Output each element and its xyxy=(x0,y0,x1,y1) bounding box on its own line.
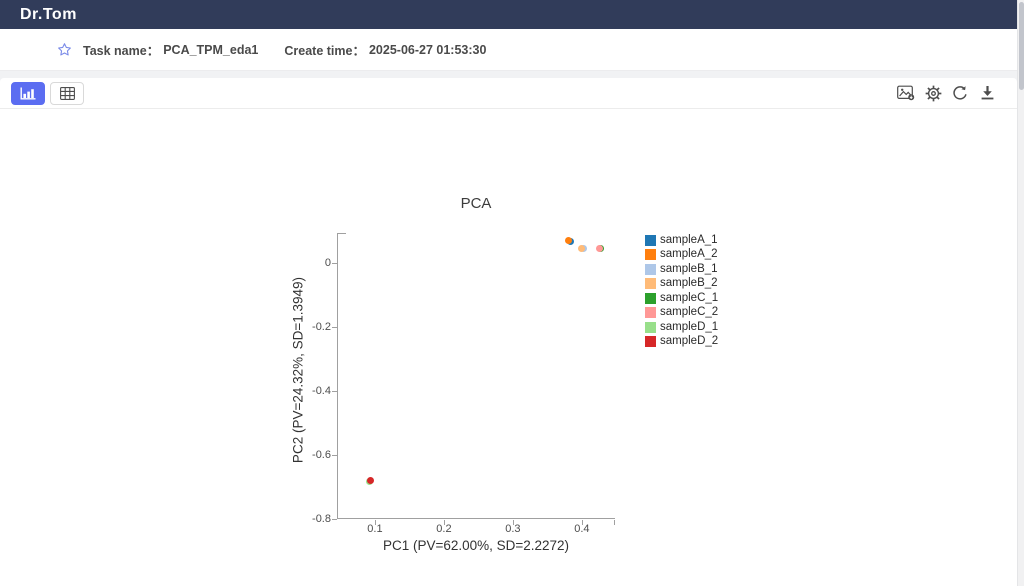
y-tick xyxy=(332,391,337,393)
export-image-button[interactable] xyxy=(896,83,916,103)
legend-item-sampleD_1[interactable]: sampleD_1 xyxy=(645,320,718,335)
data-point-sampleA_2[interactable] xyxy=(564,237,572,245)
y-tick xyxy=(332,327,337,329)
scrollbar-thumb[interactable] xyxy=(1019,2,1024,90)
x-axis-title: PC1 (PV=62.00%, SD=2.2272) xyxy=(382,538,570,553)
legend-label: sampleC_1 xyxy=(660,291,719,304)
legend-swatch xyxy=(645,336,656,348)
image-icon xyxy=(897,85,915,101)
legend-item-sampleD_2[interactable]: sampleD_2 xyxy=(645,335,718,350)
toolbar-actions xyxy=(896,83,997,103)
table-icon xyxy=(59,86,75,100)
y-tick xyxy=(332,455,337,457)
legend-label: sampleB_1 xyxy=(660,262,718,275)
legend-swatch xyxy=(645,234,656,246)
top-navbar: Dr.Tom xyxy=(0,0,1017,29)
x-tick-label: 0.1 xyxy=(367,523,383,535)
x-axis-end-tick xyxy=(614,520,615,525)
x-tick xyxy=(512,520,514,525)
create-time-label: Create time： xyxy=(284,44,365,58)
scrollbar-track xyxy=(1017,0,1024,586)
data-point-sampleD_2[interactable] xyxy=(367,477,375,485)
x-tick xyxy=(443,520,445,525)
x-tick-label: 0.3 xyxy=(505,523,521,535)
x-tick xyxy=(374,520,376,525)
legend-label: sampleD_2 xyxy=(660,335,719,347)
legend-label: sampleC_2 xyxy=(660,306,719,318)
favorite-star-icon[interactable] xyxy=(57,42,72,57)
content-card xyxy=(0,78,1017,586)
bar-chart-icon xyxy=(20,87,36,100)
chart-title: PCA xyxy=(460,195,492,212)
legend-swatch xyxy=(645,307,656,319)
download-button[interactable] xyxy=(977,83,997,103)
y-tick-label: -0.8 xyxy=(312,513,331,525)
x-tick-label: 0.2 xyxy=(436,523,452,535)
legend-label: sampleD_1 xyxy=(660,320,719,333)
task-name-label: Task name： xyxy=(83,44,160,58)
settings-button[interactable] xyxy=(923,83,943,103)
legend-swatch xyxy=(645,249,656,261)
legend-swatch xyxy=(645,263,656,275)
legend-item-sampleC_2[interactable]: sampleC_2 xyxy=(645,306,718,321)
refresh-button[interactable] xyxy=(950,83,970,103)
legend-item-sampleA_2[interactable]: sampleA_2 xyxy=(645,248,718,263)
chart-view-button[interactable] xyxy=(11,81,45,105)
legend-swatch xyxy=(645,292,656,304)
y-tick xyxy=(332,519,337,520)
y-tick xyxy=(332,263,337,265)
legend-label: sampleA_1 xyxy=(660,233,718,246)
plot-axes xyxy=(337,233,615,519)
app-logo[interactable]: Dr.Tom xyxy=(20,5,77,23)
create-time-value: 2025-06-27 01:53:30 xyxy=(368,42,487,57)
legend-item-sampleB_1[interactable]: sampleB_1 xyxy=(645,262,718,277)
y-tick-label: -0.4 xyxy=(312,385,331,398)
legend-swatch xyxy=(645,278,656,290)
legend-label: sampleA_2 xyxy=(660,248,718,260)
x-tick-label: 0.4 xyxy=(574,523,590,535)
refresh-icon xyxy=(952,85,968,101)
data-point-sampleB_2[interactable] xyxy=(578,244,586,252)
task-info-bar: Task name： PCA_TPM_eda1 Create time： 202… xyxy=(0,29,1017,71)
y-tick-label: -0.6 xyxy=(312,449,331,462)
legend-item-sampleB_2[interactable]: sampleB_2 xyxy=(645,277,718,292)
legend-label: sampleB_2 xyxy=(660,277,718,289)
legend-item-sampleC_1[interactable]: sampleC_1 xyxy=(645,291,718,306)
legend-item-sampleA_1[interactable]: sampleA_1 xyxy=(645,233,718,248)
x-tick xyxy=(581,520,583,525)
y-axis-end-cap xyxy=(338,233,346,234)
legend-swatch xyxy=(645,321,656,333)
data-point-sampleC_2[interactable] xyxy=(595,244,603,252)
y-tick-label: 0 xyxy=(324,257,331,270)
gear-icon xyxy=(925,85,942,102)
y-axis-title: PC2 (PV=24.32%, SD=1.3949) xyxy=(290,276,306,464)
chart-toolbar xyxy=(0,78,1017,109)
table-view-button[interactable] xyxy=(50,81,84,105)
task-name-value: PCA_TPM_eda1 xyxy=(163,42,259,57)
download-icon xyxy=(980,85,995,101)
y-tick-label: -0.2 xyxy=(312,321,331,334)
